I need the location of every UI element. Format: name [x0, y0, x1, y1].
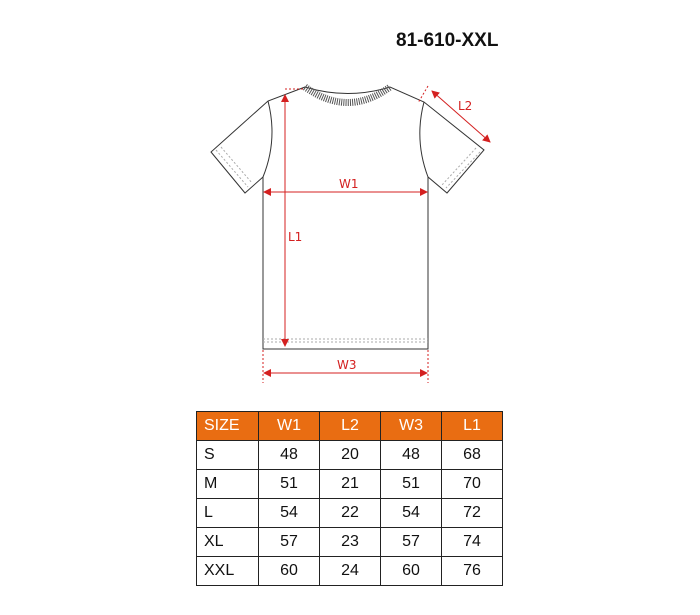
- table-cell: 20: [319, 440, 381, 470]
- table-row: M 51 21 51 70: [196, 469, 503, 499]
- table-cell: 48: [258, 440, 320, 470]
- table-cell: 51: [380, 469, 442, 499]
- product-code: 81-610-XXL: [396, 30, 499, 51]
- table-cell: 57: [258, 527, 320, 557]
- table-cell: 60: [258, 556, 320, 586]
- w1-label: W1: [339, 177, 359, 191]
- table-cell: 70: [441, 469, 503, 499]
- table-cell: S: [196, 440, 259, 470]
- table-cell: 74: [441, 527, 503, 557]
- l1-label: L1: [288, 230, 302, 244]
- l2-label: L2: [458, 99, 472, 113]
- table-row: S 48 20 48 68: [196, 440, 503, 470]
- table-header-row: SIZE W1 L2 W3 L1: [196, 411, 503, 441]
- table-cell: 54: [258, 498, 320, 528]
- header-cell: SIZE: [196, 411, 259, 441]
- table-cell: 68: [441, 440, 503, 470]
- table-row: XL 57 23 57 74: [196, 527, 503, 557]
- size-table: SIZE W1 L2 W3 L1 S 48 20 48 68 M 51 21 51 70 L 54 22…: [196, 411, 503, 586]
- table-cell: 57: [380, 527, 442, 557]
- table-cell: 22: [319, 498, 381, 528]
- w3-label: W3: [337, 358, 357, 372]
- header-cell: W1: [258, 411, 320, 441]
- table-cell: 54: [380, 498, 442, 528]
- table-cell: XXL: [196, 556, 259, 586]
- header-cell: W3: [380, 411, 442, 441]
- header-cell: L1: [441, 411, 503, 441]
- table-row: L 54 22 54 72: [196, 498, 503, 528]
- table-cell: 23: [319, 527, 381, 557]
- table-cell: M: [196, 469, 259, 499]
- table-cell: 48: [380, 440, 442, 470]
- dimension-lines: [262, 85, 491, 383]
- l2-arrow: [431, 90, 491, 143]
- table-cell: 21: [319, 469, 381, 499]
- header-cell: L2: [319, 411, 381, 441]
- table-row: XXL 60 24 60 76: [196, 556, 503, 586]
- table-cell: 60: [380, 556, 442, 586]
- table-cell: 76: [441, 556, 503, 586]
- table-cell: XL: [196, 527, 259, 557]
- table-cell: L: [196, 498, 259, 528]
- table-cell: 72: [441, 498, 503, 528]
- tshirt-outline: [210, 84, 485, 350]
- table-cell: 24: [319, 556, 381, 586]
- table-cell: 51: [258, 469, 320, 499]
